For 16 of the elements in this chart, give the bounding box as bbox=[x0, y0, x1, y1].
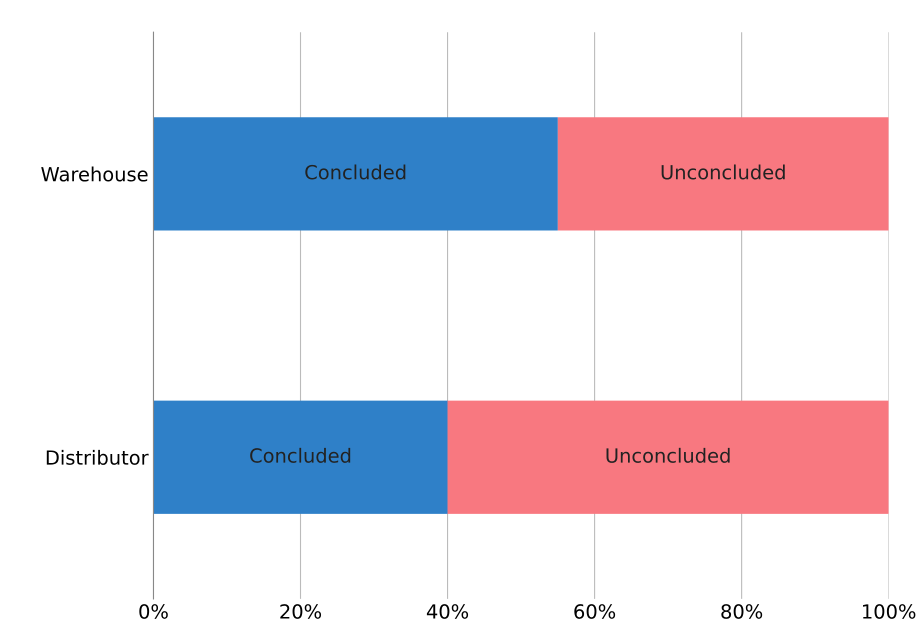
bar bbox=[153, 400, 448, 514]
y-tick-label: Warehouse bbox=[41, 166, 148, 182]
x-tick-label: 20% bbox=[280, 604, 322, 619]
y-tick-label: Distributor bbox=[46, 450, 149, 465]
bar bbox=[558, 117, 889, 231]
x-tick-label: 100% bbox=[863, 604, 916, 619]
bar bbox=[448, 400, 889, 514]
x-tick-label: 60% bbox=[574, 604, 616, 619]
x-tick-label: 0% bbox=[139, 604, 168, 619]
bar bbox=[153, 117, 558, 231]
text: Unconcluded bbox=[662, 164, 785, 180]
x-tick-label: 80% bbox=[721, 604, 762, 619]
series-label: Unconcluded bbox=[606, 448, 730, 463]
x-tick-label: 40% bbox=[426, 604, 468, 619]
text: Concluded bbox=[305, 164, 406, 180]
series-label: Concluded bbox=[250, 448, 350, 463]
